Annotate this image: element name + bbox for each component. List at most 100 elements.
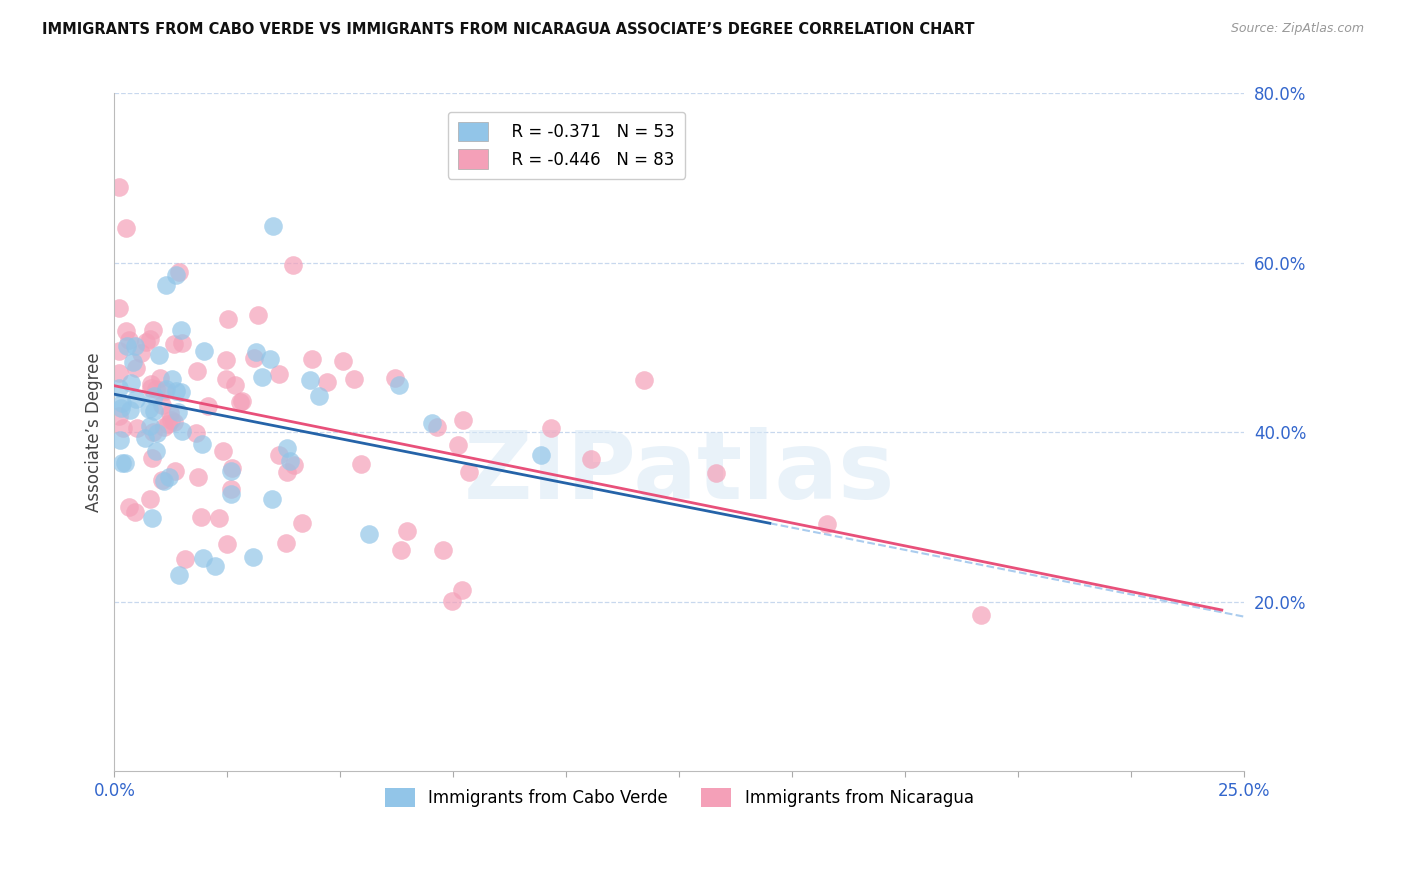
Point (160, 413, 183, 427)
Point (260, 492, 283, 507)
Point (426, 419, 449, 434)
Point (291, 516, 314, 531)
Point (117, 334, 139, 348)
Point (167, 567, 190, 582)
Legend: Immigrants from Cabo Verde, Immigrants from Nicaragua: Immigrants from Cabo Verde, Immigrants f… (378, 781, 980, 814)
Point (250, 370, 273, 384)
Point (633, 373, 655, 387)
Point (142, 323, 165, 337)
Point (150, 473, 173, 487)
Point (167, 405, 190, 419)
Point (108, 409, 131, 423)
Point (112, 421, 135, 435)
Point (163, 337, 186, 351)
Point (129, 345, 152, 359)
Point (259, 351, 281, 366)
Point (156, 417, 179, 431)
Point (217, 311, 239, 326)
Point (170, 335, 193, 350)
Point (124, 505, 146, 519)
Point (301, 351, 323, 366)
Point (395, 524, 418, 538)
Point (111, 456, 134, 470)
Point (441, 593, 464, 607)
Point (350, 458, 373, 472)
Point (124, 339, 146, 353)
Point (110, 401, 132, 416)
Point (815, 516, 838, 531)
Point (316, 375, 339, 389)
Point (229, 395, 252, 409)
Point (159, 406, 181, 420)
Point (166, 384, 188, 398)
Point (159, 470, 181, 484)
Point (579, 452, 602, 467)
Point (186, 364, 208, 378)
Point (191, 437, 214, 451)
Point (174, 551, 197, 566)
Point (384, 371, 406, 385)
Point (145, 425, 167, 440)
Point (420, 416, 443, 430)
Point (125, 420, 148, 434)
Point (139, 419, 162, 434)
Point (148, 348, 170, 362)
Point (108, 381, 131, 395)
Point (108, 366, 131, 380)
Point (278, 454, 301, 468)
Point (243, 351, 266, 365)
Text: ZIPatlas: ZIPatlas (464, 427, 896, 519)
Point (298, 373, 321, 387)
Point (150, 398, 173, 412)
Point (152, 474, 174, 488)
Text: Source: ZipAtlas.com: Source: ZipAtlas.com (1230, 22, 1364, 36)
Point (143, 389, 166, 403)
Point (122, 355, 145, 369)
Point (204, 559, 226, 574)
Point (245, 345, 267, 359)
Point (163, 415, 186, 429)
Point (170, 323, 193, 337)
Point (108, 433, 131, 447)
Point (215, 537, 238, 551)
Point (276, 466, 298, 480)
Point (231, 394, 253, 409)
Point (208, 511, 231, 525)
Point (281, 258, 304, 272)
Point (343, 372, 366, 386)
Point (162, 372, 184, 386)
Point (211, 443, 233, 458)
Point (155, 384, 177, 399)
Point (540, 421, 562, 435)
Point (308, 390, 330, 404)
Point (197, 399, 219, 413)
Point (155, 277, 177, 292)
Point (114, 456, 136, 470)
Point (167, 265, 190, 279)
Point (139, 491, 162, 506)
Point (108, 343, 131, 358)
Point (172, 424, 194, 438)
Point (125, 392, 148, 407)
Point (276, 536, 298, 550)
Point (141, 510, 163, 524)
Point (145, 444, 167, 458)
Point (262, 219, 284, 233)
Point (970, 607, 993, 622)
Point (108, 301, 131, 316)
Point (704, 466, 727, 480)
Point (141, 381, 163, 395)
Point (332, 354, 354, 368)
Point (451, 582, 474, 597)
Point (190, 510, 212, 524)
Point (247, 308, 270, 322)
Point (387, 377, 409, 392)
Point (117, 339, 139, 353)
Point (447, 438, 470, 452)
Point (215, 371, 238, 385)
Point (145, 382, 167, 396)
Point (221, 483, 243, 497)
Point (134, 431, 156, 445)
Point (169, 385, 191, 400)
Point (165, 268, 187, 283)
